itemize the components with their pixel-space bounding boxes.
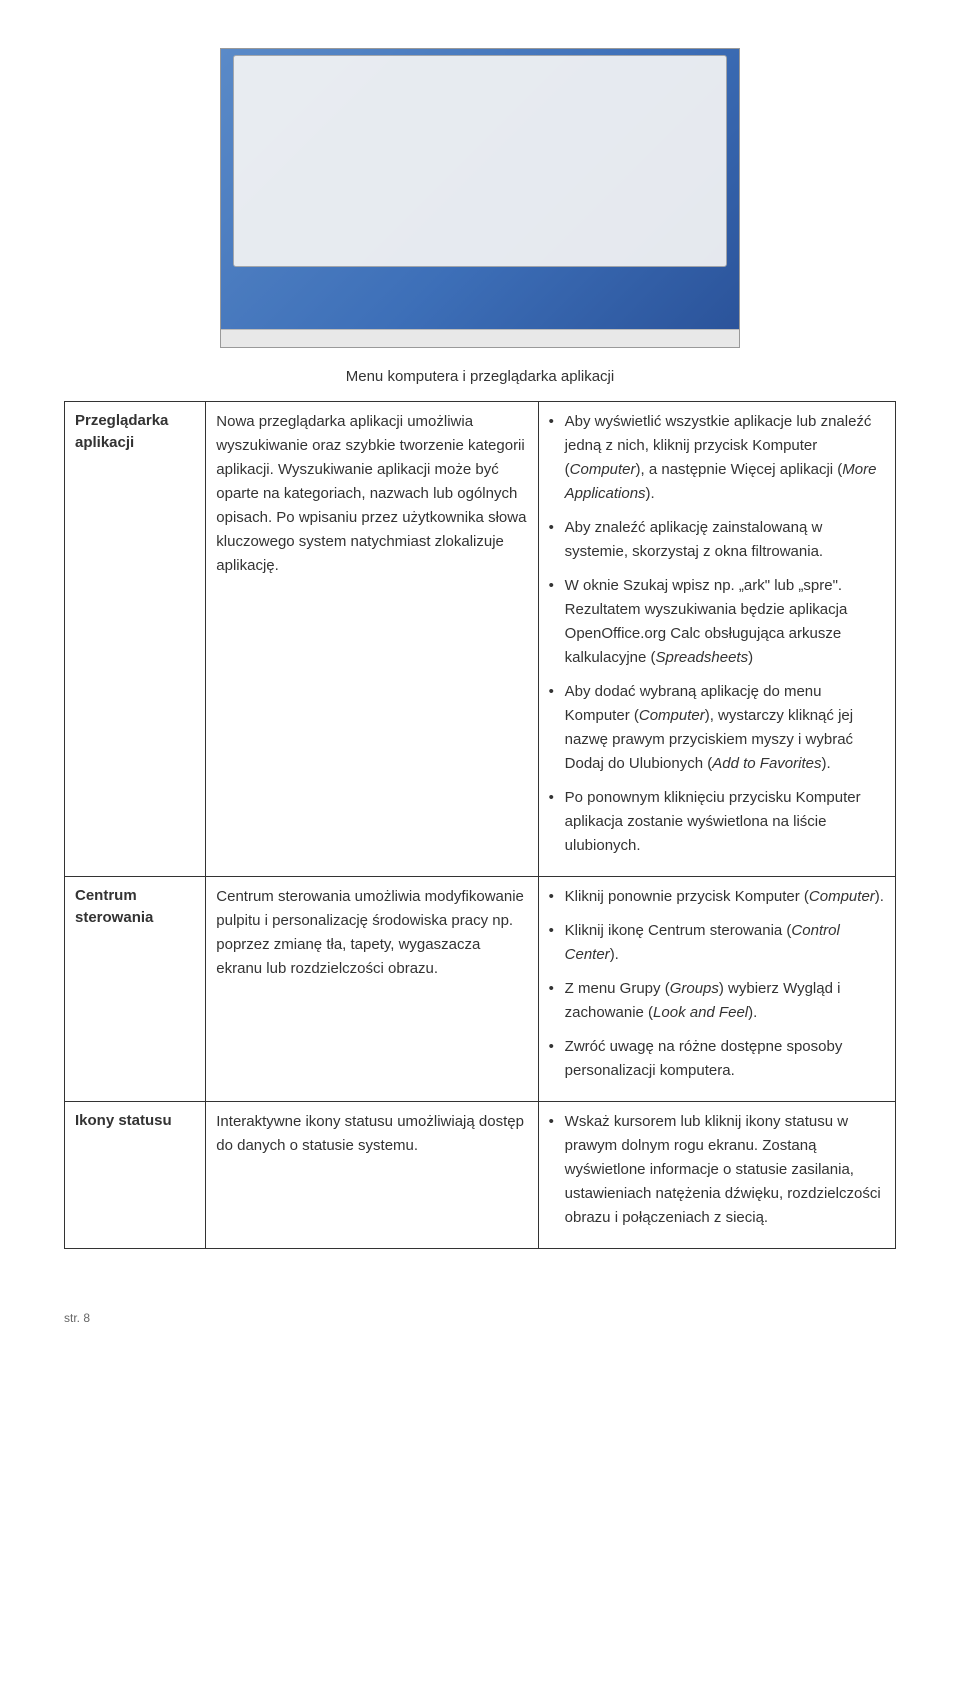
page-footer: str. 8 bbox=[64, 1309, 896, 1327]
list-item: Kliknij ikonę Centrum sterowania (Contro… bbox=[565, 919, 885, 967]
row-desc: Nowa przeglądarka aplikacji umożliwia wy… bbox=[206, 401, 538, 876]
list-item: Zwróć uwagę na różne dostępne sposoby pe… bbox=[565, 1035, 885, 1083]
figure-caption: Menu komputera i przeglądarka aplikacji bbox=[64, 366, 896, 389]
bullet-list: Aby wyświetlić wszystkie aplikacje lub z… bbox=[549, 410, 885, 858]
bullet-list: Kliknij ponownie przycisk Komputer (Comp… bbox=[549, 885, 885, 1083]
list-item: Aby znaleźć aplikację zainstalowaną w sy… bbox=[565, 516, 885, 564]
row-label-centrum: Centrum sterowania bbox=[65, 876, 206, 1101]
table-row: Centrum sterowania Centrum sterowania um… bbox=[65, 876, 896, 1101]
screenshot-taskbar bbox=[221, 329, 739, 347]
table-row: Ikony statusu Interaktywne ikony statusu… bbox=[65, 1101, 896, 1248]
list-item: Aby dodać wybraną aplikację do menu Komp… bbox=[565, 680, 885, 776]
row-steps: Aby wyświetlić wszystkie aplikacje lub z… bbox=[538, 401, 895, 876]
list-item: Z menu Grupy (Groups) wybierz Wygląd i z… bbox=[565, 977, 885, 1025]
list-item: W oknie Szukaj wpisz np. „ark" lub „spre… bbox=[565, 574, 885, 670]
features-table: Przeglądarka aplikacji Nowa przeglądarka… bbox=[64, 401, 896, 1249]
list-item: Wskaż kursorem lub kliknij ikony statusu… bbox=[565, 1110, 885, 1230]
row-steps: Kliknij ponownie przycisk Komputer (Comp… bbox=[538, 876, 895, 1101]
row-desc: Centrum sterowania umożliwia modyfikowan… bbox=[206, 876, 538, 1101]
row-desc: Interaktywne ikony statusu umożliwiają d… bbox=[206, 1101, 538, 1248]
desktop-screenshot-placeholder bbox=[220, 48, 740, 348]
table-row: Przeglądarka aplikacji Nowa przeglądarka… bbox=[65, 401, 896, 876]
row-label-przegladarka: Przeglądarka aplikacji bbox=[65, 401, 206, 876]
row-label-ikony: Ikony statusu bbox=[65, 1101, 206, 1248]
row-steps: Wskaż kursorem lub kliknij ikony statusu… bbox=[538, 1101, 895, 1248]
bullet-list: Wskaż kursorem lub kliknij ikony statusu… bbox=[549, 1110, 885, 1230]
page-content: Menu komputera i przeglądarka aplikacji … bbox=[0, 0, 960, 1351]
list-item: Kliknij ponownie przycisk Komputer (Comp… bbox=[565, 885, 885, 909]
list-item: Po ponownym kliknięciu przycisku Kompute… bbox=[565, 786, 885, 858]
list-item: Aby wyświetlić wszystkie aplikacje lub z… bbox=[565, 410, 885, 506]
screenshot-figure bbox=[64, 48, 896, 348]
